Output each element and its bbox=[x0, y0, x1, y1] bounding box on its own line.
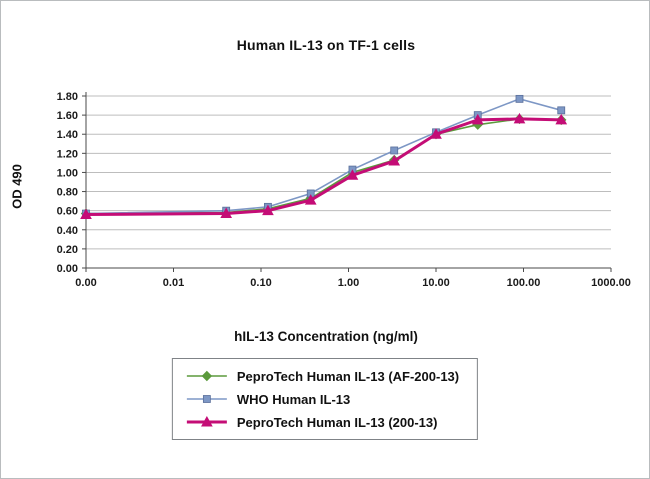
legend-item-peprotech-200-13: PeproTech Human IL-13 (200-13) bbox=[185, 414, 459, 430]
legend-item-peprotech-af-200-13: PeproTech Human IL-13 (AF-200-13) bbox=[185, 368, 459, 384]
series-line bbox=[84, 117, 563, 216]
y-tick-label: 1.80 bbox=[57, 91, 78, 103]
chart-title: Human IL-13 on TF-1 cells bbox=[236, 37, 416, 53]
triangle-marker-icon bbox=[220, 207, 233, 219]
x-tick-label: 0.00 bbox=[75, 277, 96, 289]
legend-line-square-icon bbox=[186, 395, 227, 403]
series-2 bbox=[80, 112, 568, 219]
legend-line-triangle-icon bbox=[186, 415, 227, 427]
triangle-marker-icon bbox=[346, 169, 359, 180]
triangle-marker-icon bbox=[430, 128, 442, 139]
triangle-marker-icon bbox=[471, 113, 484, 125]
series-line bbox=[85, 98, 563, 215]
y-tick-label: 0.80 bbox=[57, 187, 78, 199]
y-tick-label: 1.40 bbox=[57, 129, 78, 141]
triangle-marker-icon bbox=[262, 204, 274, 216]
triangle-marker-icon bbox=[201, 415, 213, 427]
triangle-marker-icon bbox=[513, 112, 526, 124]
square-marker-icon bbox=[557, 106, 566, 115]
square-marker-icon bbox=[515, 94, 524, 103]
x-tick-label: 0.01 bbox=[163, 277, 184, 289]
square-marker-icon bbox=[202, 395, 211, 403]
x-tick-label: 100.00 bbox=[507, 277, 541, 289]
series-1 bbox=[82, 94, 566, 218]
y-tick-label: 0.00 bbox=[57, 263, 78, 275]
x-tick-label: 0.10 bbox=[250, 277, 271, 289]
legend-label: PeproTech Human IL-13 (AF-200-13) bbox=[236, 368, 460, 384]
series-line bbox=[85, 118, 563, 215]
chart-legend: PeproTech Human IL-13 (AF-200-13) WHO Hu… bbox=[171, 358, 479, 440]
y-tick-label: 1.00 bbox=[57, 167, 78, 179]
x-tick-label: 1.00 bbox=[338, 277, 359, 289]
legend-item-who-il13: WHO Human IL-13 bbox=[185, 391, 459, 407]
triangle-marker-icon bbox=[555, 113, 568, 125]
y-tick-label: 0.40 bbox=[57, 225, 78, 237]
triangle-marker-icon bbox=[80, 208, 92, 219]
triangle-marker-icon bbox=[304, 194, 317, 205]
y-tick-label: 0.20 bbox=[57, 244, 78, 256]
y-tick-label: 1.20 bbox=[57, 148, 78, 160]
y-tick-label: 0.60 bbox=[57, 206, 78, 218]
square-marker-icon bbox=[390, 146, 399, 155]
x-tick-label: 10.00 bbox=[422, 277, 450, 289]
y-tick-label: 1.60 bbox=[57, 110, 78, 122]
x-axis-title: hIL-13 Concentration (ng/ml) bbox=[234, 329, 418, 344]
legend-label: WHO Human IL-13 bbox=[236, 391, 351, 407]
legend-label: PeproTech Human IL-13 (200-13) bbox=[236, 414, 438, 430]
diamond-marker-icon bbox=[201, 370, 213, 382]
x-tick-label: 1000.00 bbox=[591, 277, 631, 289]
triangle-marker-icon bbox=[388, 154, 401, 166]
legend-line-diamond-icon bbox=[186, 370, 227, 382]
series-0 bbox=[80, 113, 567, 219]
